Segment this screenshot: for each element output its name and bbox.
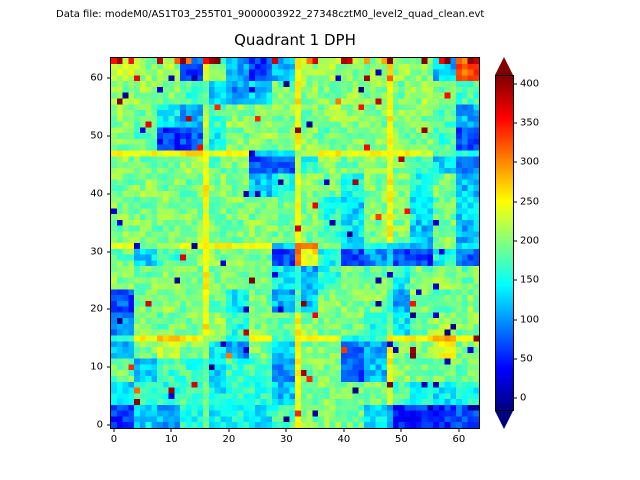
data-file-label: Data file: modeM0/AS1T03_255T01_90000039… [56,9,485,20]
colorbar-tick-label: 150 [520,274,540,286]
colorbar-tick-mark [513,279,517,281]
y-tick-mark [107,424,111,426]
colorbar-tick-label: 400 [520,78,540,90]
y-tick-label: 20 [90,303,103,315]
colorbar-tick-label: 250 [520,196,540,208]
y-tick-label: 0 [96,419,103,431]
colorbar-tick-label: 200 [520,235,540,247]
heatmap-canvas [111,58,479,428]
y-tick-label: 60 [90,72,103,84]
colorbar-tick-mark [513,122,517,124]
plot-area: 0 10 20 30 40 50 60 0 10 20 30 40 50 60 [90,57,480,445]
colorbar-arrow-top [495,57,513,75]
colorbar-tick-mark [513,83,517,85]
colorbar-tick-mark [513,358,517,360]
colorbar-tick-mark [513,240,517,242]
x-tick-label: 30 [280,434,293,445]
colorbar-tick-mark [513,161,517,163]
x-tick-label: 60 [452,434,466,445]
colorbar-tick-label: 100 [520,314,540,326]
y-tick-mark [107,193,111,195]
y-tick-label: 40 [90,188,103,200]
chart-title: Quadrant 1 DPH [234,31,356,49]
colorbar-tick-mark [513,397,517,399]
colorbar-tick-mark [513,201,517,203]
y-tick-mark [107,366,111,368]
y-tick-label: 30 [90,246,103,258]
colorbar-tick-label: 50 [520,353,533,365]
y-tick-label: 50 [90,130,103,142]
x-tick-label: 0 [110,434,118,445]
x-tick-mark [400,428,402,432]
colorbar-tick-label: 300 [520,156,540,168]
x-tick-label: 50 [395,434,408,445]
x-tick-mark [343,428,345,432]
y-tick-label: 10 [90,361,103,373]
y-tick-mark [107,77,111,79]
colorbar-arrow-bottom [495,411,513,429]
y-tick-mark [107,308,111,310]
x-tick-label: 40 [337,434,351,445]
x-tick-label: 10 [165,434,178,445]
colorbar: 0 50 100 150 200 250 300 350 400 [495,57,539,429]
colorbar-gradient: 0 50 100 150 200 250 300 350 400 [495,75,539,411]
y-tick-mark [107,135,111,137]
x-tick-mark [458,428,460,432]
x-tick-mark [113,428,115,432]
x-tick-mark [285,428,287,432]
colorbar-tick-mark [513,319,517,321]
x-tick-mark [170,428,172,432]
y-tick-mark [107,251,111,253]
colorbar-tick-label: 350 [520,117,540,129]
colorbar-tick-label: 0 [520,392,527,404]
x-tick-mark [228,428,230,432]
x-tick-label: 20 [222,434,236,445]
